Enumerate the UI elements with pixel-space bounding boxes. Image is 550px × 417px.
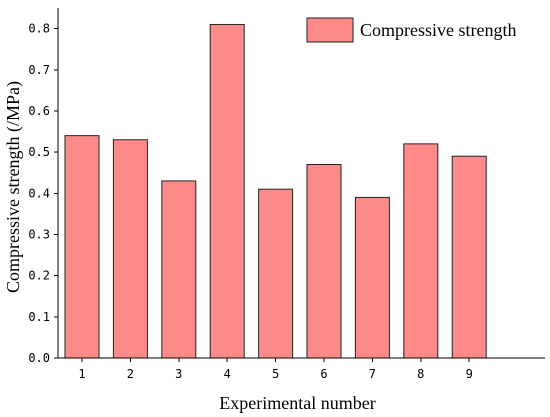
- bar-4: [209, 23, 245, 359]
- x-tick-label: 1: [78, 367, 85, 381]
- x-tick-label: 4: [224, 367, 231, 381]
- y-axis-ticks: 0.0 0.1 0.2 0.3 0.4 0.5 0.6 0.7 0.8: [28, 22, 58, 365]
- x-tick-label: 8: [417, 367, 424, 381]
- y-axis-title: Compressive strength (/MPa): [3, 81, 24, 293]
- x-axis-ticks: 1 2 3 4 5 6 7 8 9: [78, 358, 473, 381]
- legend-label: Compressive strength: [360, 20, 516, 40]
- y-tick-label: 0.8: [28, 22, 50, 36]
- bar-2: [112, 139, 148, 359]
- x-axis-title: Experimental number: [219, 393, 375, 413]
- bar-series: [64, 23, 487, 359]
- bar-5: [258, 188, 294, 359]
- bar-7: [354, 196, 390, 359]
- bar-6: [306, 163, 342, 359]
- x-tick-label: 7: [369, 367, 376, 381]
- x-tick-label: 5: [272, 367, 279, 381]
- x-tick-label: 3: [175, 367, 182, 381]
- y-tick-label: 0.4: [28, 186, 50, 200]
- y-tick-label: 0.0: [28, 351, 50, 365]
- bar-9: [451, 155, 487, 359]
- y-tick-label: 0.1: [28, 310, 50, 324]
- legend: Compressive strength: [306, 17, 516, 43]
- bar-1: [64, 135, 100, 359]
- x-tick-label: 2: [127, 367, 134, 381]
- legend-swatch: [306, 17, 354, 43]
- x-tick-label: 6: [320, 367, 327, 381]
- y-tick-label: 0.5: [28, 145, 50, 159]
- x-tick-label: 9: [466, 367, 473, 381]
- y-tick-label: 0.7: [28, 63, 50, 77]
- bar-3: [161, 180, 197, 359]
- y-tick-label: 0.6: [28, 104, 50, 118]
- bar-8: [403, 143, 439, 359]
- y-tick-label: 0.3: [28, 227, 50, 241]
- y-tick-label: 0.2: [28, 269, 50, 283]
